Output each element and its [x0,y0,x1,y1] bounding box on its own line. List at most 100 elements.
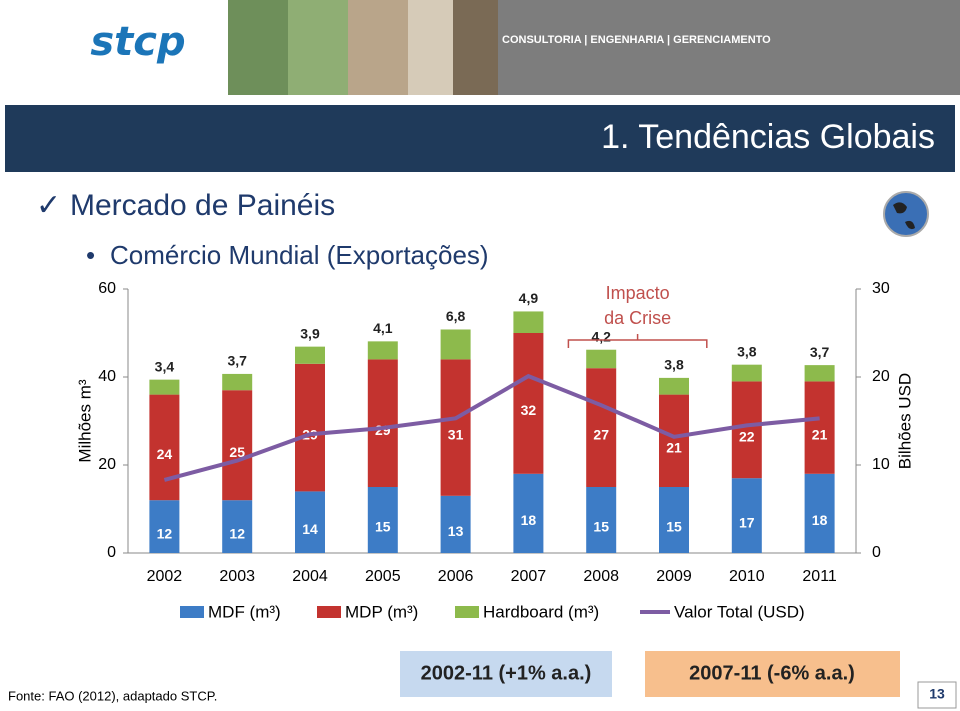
bar-segment [804,381,835,474]
bar-segment [731,381,762,479]
data-label: 12 [229,525,245,541]
bar-segment [440,329,471,360]
x-tick-label: 2009 [656,568,692,585]
bar-segment [804,365,835,382]
data-label: 3,9 [300,325,320,341]
globe-icon [883,191,929,237]
data-label: 4,9 [519,290,539,306]
legend-label: MDF (m³) [208,602,281,621]
growth-box [645,651,900,697]
data-label: 18 [521,512,537,528]
bar-segment [513,311,544,333]
header: stcp CONSULTORIA | ENGENHARIA | GERENCIA… [5,0,960,172]
y2-tick-label: 0 [872,544,881,561]
data-label: 18 [812,512,828,528]
annotation: Impacto [606,283,670,303]
bar-segment [222,500,253,553]
x-tick-label: 2005 [365,568,401,585]
bar-segment [295,491,325,553]
photo [228,0,288,95]
bar-segment [149,394,180,501]
bar-segment [586,349,617,369]
y-axis-title: Milhões m³ [75,379,94,462]
bar-segment [367,341,398,360]
data-label: 21 [666,440,682,456]
y-tick-label: 20 [98,456,116,473]
bar-segment [149,379,180,395]
x-tick-label: 2004 [292,568,328,585]
bar-segment [659,377,689,395]
bar-segment [222,390,253,501]
data-label: 25 [229,444,245,460]
data-label: 3,7 [227,353,247,369]
page-box [917,681,957,709]
legend-label: Valor Total (USD) [674,602,805,621]
data-label: 17 [739,514,755,530]
annotation-bracket [567,334,708,348]
x-tick-label: 2006 [438,568,474,585]
slide-title: 1. Tendências Globais [601,118,935,156]
y-tick-label: 0 [107,544,116,561]
data-label: 32 [521,402,537,418]
legend-swatch [317,606,341,618]
tagline-band [498,0,960,95]
bar-segment [586,368,617,487]
data-label: 15 [666,519,682,535]
bar-segment [804,473,835,553]
line [163,373,820,482]
legend-swatch [180,606,204,618]
logo-box [98,8,198,86]
legend-label: Hardboard (m³) [483,602,599,621]
x-tick-label: 2003 [219,568,255,585]
data-label: 4,1 [373,320,393,336]
x-tick-label: 2008 [583,568,619,585]
photo [453,0,498,95]
bar-segment [513,473,544,553]
data-label: 3,7 [810,344,830,360]
x-tick-label: 2011 [802,568,837,585]
growth-text: 2002-11 (+1% a.a.) [421,662,592,684]
photo [288,0,348,95]
data-label: 3,4 [155,358,175,374]
bar-segment [659,394,689,487]
y2-axis-title: Bilhões USD [895,373,914,469]
photo [408,0,453,95]
logo: stcp [90,19,185,65]
data-label: 6,8 [446,308,466,324]
bullet-dot: • [86,240,95,270]
bar-segment [440,495,471,553]
data-label: 15 [593,519,609,535]
y-tick-label: 60 [98,280,116,297]
bar-segment [295,363,325,492]
x-tick-label: 2010 [729,568,765,585]
bar-segment [222,373,253,391]
data-label: 4,2 [591,328,611,344]
data-label: 21 [812,426,828,442]
tagline: CONSULTORIA | ENGENHARIA | GERENCIAMENTO [502,34,771,46]
annotation: da Crise [604,308,671,328]
data-label: 14 [302,521,318,537]
growth-box [400,651,612,697]
y2-tick-label: 20 [872,368,890,385]
bullet-check: ✓ [36,189,61,222]
page-number: 13 [929,686,945,702]
bar-segment [731,364,762,382]
bar-segment [731,478,762,553]
data-label: 24 [157,446,173,462]
bar-segment [367,487,398,553]
data-label: 3,8 [664,357,684,373]
source: Fonte: FAO (2012), adaptado STCP. [8,688,217,703]
bar-segment [440,359,471,496]
data-label: 12 [157,525,173,541]
y2-tick-label: 30 [872,280,890,297]
growth-text: 2007-11 (-6% a.a.) [689,662,855,684]
bar-segment [367,359,398,487]
y2-tick-label: 10 [872,456,890,473]
data-label: 27 [593,426,609,442]
bar-segment [295,346,325,364]
bar-segment [149,500,180,553]
data-label: 3,8 [737,343,757,359]
x-tick-label: 2002 [147,568,183,585]
